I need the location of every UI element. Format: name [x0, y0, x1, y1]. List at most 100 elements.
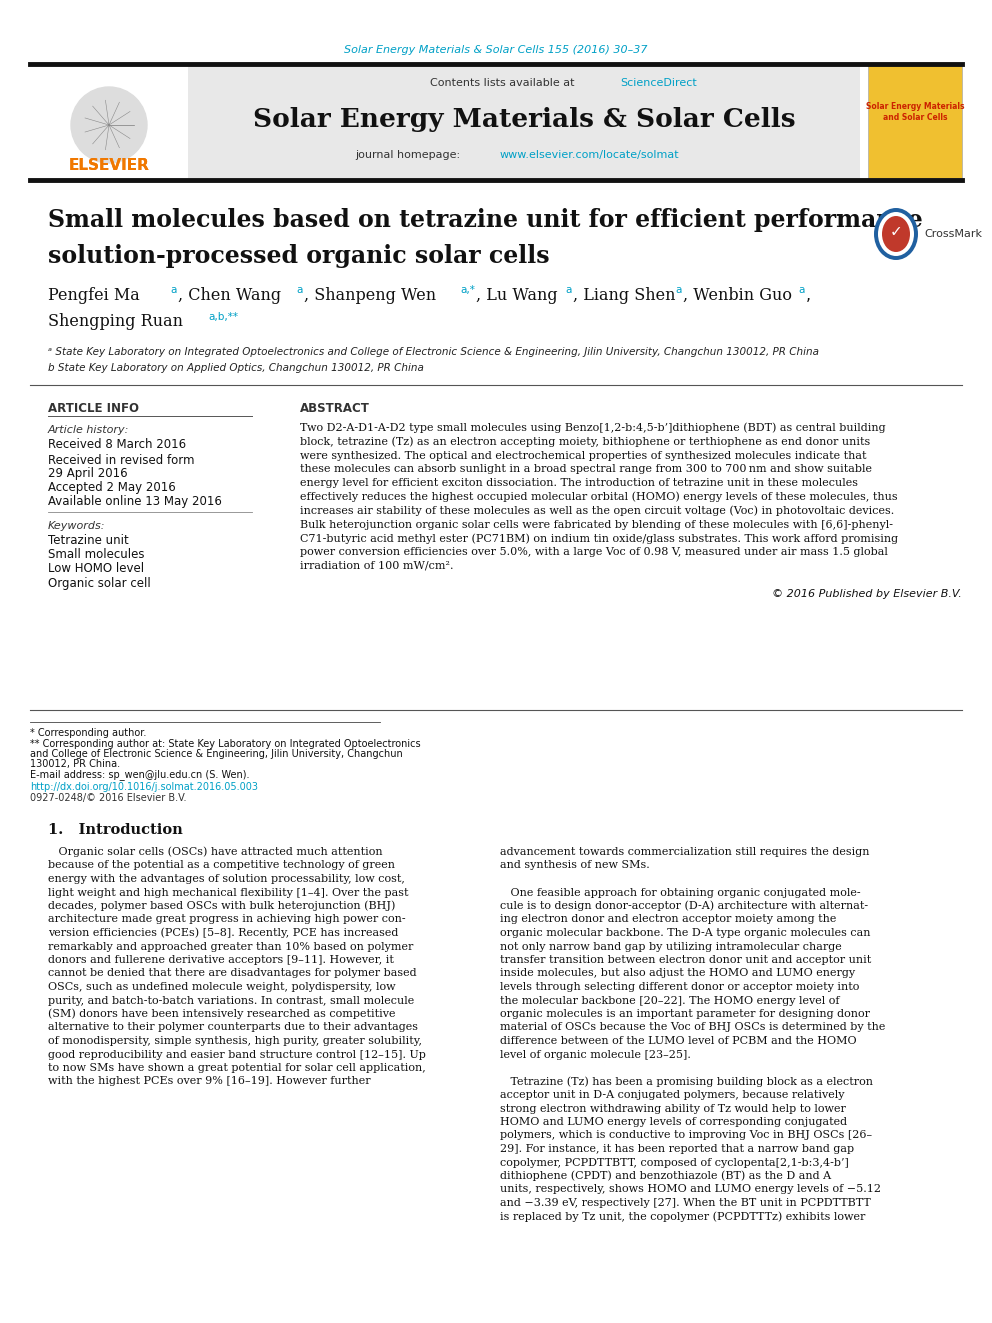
Text: http://dx.doi.org/10.1016/j.solmat.2016.05.003: http://dx.doi.org/10.1016/j.solmat.2016.… [30, 782, 258, 792]
Text: OSCs, such as undefined molecule weight, polydispersity, low: OSCs, such as undefined molecule weight,… [48, 982, 396, 992]
Circle shape [71, 87, 147, 163]
Text: 130012, PR China.: 130012, PR China. [30, 759, 120, 769]
Text: copolymer, PCPDTTBTT, composed of cyclopenta[2,1-b:3,4-b’]: copolymer, PCPDTTBTT, composed of cyclop… [500, 1158, 849, 1167]
Text: C71-butyric acid methyl ester (PC71BM) on indium tin oxide/glass substrates. Thi: C71-butyric acid methyl ester (PC71BM) o… [300, 533, 898, 544]
Text: ᵃ State Key Laboratory on Integrated Optoelectronics and College of Electronic S: ᵃ State Key Laboratory on Integrated Opt… [48, 347, 819, 357]
Text: energy level for efficient exciton dissociation. The introduction of tetrazine u: energy level for efficient exciton disso… [300, 478, 858, 488]
Text: 29]. For instance, it has been reported that a narrow band gap: 29]. For instance, it has been reported … [500, 1144, 854, 1154]
Text: Solar Energy Materials & Solar Cells 155 (2016) 30–37: Solar Energy Materials & Solar Cells 155… [344, 45, 648, 56]
Text: Two D2-A-D1-A-D2 type small molecules using Benzo[1,2-b:4,5-b’]dithiophene (BDT): Two D2-A-D1-A-D2 type small molecules us… [300, 423, 886, 433]
Text: acceptor unit in D-A conjugated polymers, because relatively: acceptor unit in D-A conjugated polymers… [500, 1090, 844, 1099]
Text: 29 April 2016: 29 April 2016 [48, 467, 128, 480]
Text: these molecules can absorb sunlight in a broad spectral range from 300 to 700 nm: these molecules can absorb sunlight in a… [300, 464, 872, 475]
Text: ABSTRACT: ABSTRACT [300, 401, 370, 414]
Text: strong electron withdrawing ability of Tz would help to lower: strong electron withdrawing ability of T… [500, 1103, 846, 1114]
Text: purity, and batch-to-batch variations. In contrast, small molecule: purity, and batch-to-batch variations. I… [48, 995, 415, 1005]
Text: Received 8 March 2016: Received 8 March 2016 [48, 438, 186, 451]
Text: , Chen Wang: , Chen Wang [178, 287, 281, 303]
Text: cule is to design donor-acceptor (D-A) architecture with alternat-: cule is to design donor-acceptor (D-A) a… [500, 901, 868, 912]
Text: increases air stability of these molecules as well as the open circuit voltage (: increases air stability of these molecul… [300, 505, 894, 516]
Text: irradiation of 100 mW/cm².: irradiation of 100 mW/cm². [300, 561, 453, 572]
Text: ScienceDirect: ScienceDirect [620, 78, 696, 89]
Text: b State Key Laboratory on Applied Optics, Changchun 130012, PR China: b State Key Laboratory on Applied Optics… [48, 363, 424, 373]
Text: Available online 13 May 2016: Available online 13 May 2016 [48, 496, 222, 508]
Text: Bulk heterojunction organic solar cells were fabricated by blending of these mol: Bulk heterojunction organic solar cells … [300, 520, 893, 529]
Text: advancement towards commercialization still requires the design: advancement towards commercialization st… [500, 847, 870, 857]
Text: decades, polymer based OSCs with bulk heterojunction (BHJ): decades, polymer based OSCs with bulk he… [48, 901, 396, 912]
Text: cannot be denied that there are disadvantages for polymer based: cannot be denied that there are disadvan… [48, 968, 417, 979]
Text: organic molecules is an important parameter for designing donor: organic molecules is an important parame… [500, 1009, 870, 1019]
Text: were synthesized. The optical and electrochemical properties of synthesized mole: were synthesized. The optical and electr… [300, 451, 866, 460]
Text: a: a [675, 284, 682, 295]
Text: HOMO and LUMO energy levels of corresponding conjugated: HOMO and LUMO energy levels of correspon… [500, 1117, 847, 1127]
Text: levels through selecting different donor or acceptor moiety into: levels through selecting different donor… [500, 982, 859, 992]
Bar [868, 64, 962, 179]
Text: ✓: ✓ [890, 225, 903, 239]
Text: Article history:: Article history: [48, 425, 129, 435]
Text: Accepted 2 May 2016: Accepted 2 May 2016 [48, 482, 176, 495]
Ellipse shape [878, 212, 914, 255]
Text: Organic solar cells (OSCs) have attracted much attention: Organic solar cells (OSCs) have attracte… [48, 847, 383, 857]
Text: Tetrazine (Tz) has been a promising building block as a electron: Tetrazine (Tz) has been a promising buil… [500, 1076, 873, 1086]
Text: because of the potential as a competitive technology of green: because of the potential as a competitiv… [48, 860, 395, 871]
Text: CrossMark: CrossMark [924, 229, 982, 239]
Text: Solar Energy Materials & Solar Cells: Solar Energy Materials & Solar Cells [253, 107, 796, 132]
Text: remarkably and approached greater than 10% based on polymer: remarkably and approached greater than 1… [48, 942, 414, 951]
Text: journal homepage:: journal homepage: [355, 149, 463, 160]
Text: Pengfei Ma: Pengfei Ma [48, 287, 140, 303]
Text: and College of Electronic Science & Engineering, Jilin University, Changchun: and College of Electronic Science & Engi… [30, 749, 403, 759]
Text: with the highest PCEs over 9% [16–19]. However further: with the highest PCEs over 9% [16–19]. H… [48, 1077, 371, 1086]
Text: © 2016 Published by Elsevier B.V.: © 2016 Published by Elsevier B.V. [772, 589, 962, 599]
Text: ** Corresponding author at: State Key Laboratory on Integrated Optoelectronics: ** Corresponding author at: State Key La… [30, 740, 421, 749]
Text: ELSEVIER: ELSEVIER [68, 157, 150, 172]
Text: a,*: a,* [460, 284, 475, 295]
Text: One feasible approach for obtaining organic conjugated mole-: One feasible approach for obtaining orga… [500, 888, 861, 897]
Text: Small molecules: Small molecules [48, 549, 145, 561]
Text: * Corresponding author.: * Corresponding author. [30, 728, 147, 738]
Text: Contents lists available at: Contents lists available at [430, 78, 574, 89]
Text: ARTICLE INFO: ARTICLE INFO [48, 401, 139, 414]
Text: , Shanpeng Wen: , Shanpeng Wen [304, 287, 436, 303]
Text: Tetrazine unit: Tetrazine unit [48, 534, 129, 548]
Text: light weight and high mechanical flexibility [1–4]. Over the past: light weight and high mechanical flexibi… [48, 888, 409, 897]
Text: Small molecules based on tetrazine unit for efficient performance: Small molecules based on tetrazine unit … [48, 208, 923, 232]
Text: Organic solar cell: Organic solar cell [48, 577, 151, 590]
Text: ELSEVIER: ELSEVIER [68, 157, 150, 172]
Text: a: a [798, 284, 805, 295]
Text: difference between of the LUMO level of PCBM and the HOMO: difference between of the LUMO level of … [500, 1036, 857, 1046]
Text: material of OSCs because the Voc of BHJ OSCs is determined by the: material of OSCs because the Voc of BHJ … [500, 1023, 886, 1032]
Text: a: a [565, 284, 571, 295]
Text: polymers, which is conductive to improving Voc in BHJ OSCs [26–: polymers, which is conductive to improvi… [500, 1130, 872, 1140]
Text: organic molecular backbone. The D-A type organic molecules can: organic molecular backbone. The D-A type… [500, 927, 871, 938]
Text: 1.   Introduction: 1. Introduction [48, 823, 183, 837]
Text: the molecular backbone [20–22]. The HOMO energy level of: the molecular backbone [20–22]. The HOMO… [500, 995, 839, 1005]
Text: (SM) donors have been intensively researched as competitive: (SM) donors have been intensively resear… [48, 1008, 396, 1019]
Text: a: a [296, 284, 303, 295]
Text: transfer transition between electron donor unit and acceptor unit: transfer transition between electron don… [500, 955, 871, 964]
Text: version efficiencies (PCEs) [5–8]. Recently, PCE has increased: version efficiencies (PCEs) [5–8]. Recen… [48, 927, 399, 938]
Text: and synthesis of new SMs.: and synthesis of new SMs. [500, 860, 650, 871]
Text: Solar Energy Materials
and Solar Cells: Solar Energy Materials and Solar Cells [866, 102, 964, 122]
Text: a,b,**: a,b,** [208, 312, 238, 321]
Text: to now SMs have shown a great potential for solar cell application,: to now SMs have shown a great potential … [48, 1062, 426, 1073]
Text: 0927-0248/© 2016 Elsevier B.V.: 0927-0248/© 2016 Elsevier B.V. [30, 792, 186, 803]
Text: and −3.39 eV, respectively [27]. When the BT unit in PCPDTTBTT: and −3.39 eV, respectively [27]. When th… [500, 1199, 871, 1208]
Text: Shengping Ruan: Shengping Ruan [48, 314, 183, 331]
Text: ,: , [806, 287, 811, 303]
Text: Low HOMO level: Low HOMO level [48, 562, 144, 576]
Text: inside molecules, but also adjust the HOMO and LUMO energy: inside molecules, but also adjust the HO… [500, 968, 855, 979]
Text: Received in revised form: Received in revised form [48, 454, 194, 467]
Text: ing electron donor and electron acceptor moiety among the: ing electron donor and electron acceptor… [500, 914, 836, 925]
Ellipse shape [882, 216, 910, 251]
Text: solution-processed organic solar cells: solution-processed organic solar cells [48, 243, 550, 269]
Bar [30, 64, 188, 179]
Text: donors and fullerene derivative acceptors [9–11]. However, it: donors and fullerene derivative acceptor… [48, 955, 394, 964]
Text: units, respectively, shows HOMO and LUMO energy levels of −5.12: units, respectively, shows HOMO and LUMO… [500, 1184, 881, 1195]
Text: Keywords:: Keywords: [48, 521, 105, 531]
Text: , Lu Wang: , Lu Wang [476, 287, 558, 303]
Text: dithiophene (CPDT) and benzothiazole (BT) as the D and A: dithiophene (CPDT) and benzothiazole (BT… [500, 1171, 831, 1181]
Text: block, tetrazine (Tz) as an electron accepting moiety, bithiophene or terthiophe: block, tetrazine (Tz) as an electron acc… [300, 437, 870, 447]
Text: effectively reduces the highest occupied molecular orbital (HOMO) energy levels : effectively reduces the highest occupied… [300, 492, 898, 503]
Bar [188, 64, 860, 179]
Text: E-mail address: sp_wen@jlu.edu.cn (S. Wen).: E-mail address: sp_wen@jlu.edu.cn (S. We… [30, 770, 250, 781]
